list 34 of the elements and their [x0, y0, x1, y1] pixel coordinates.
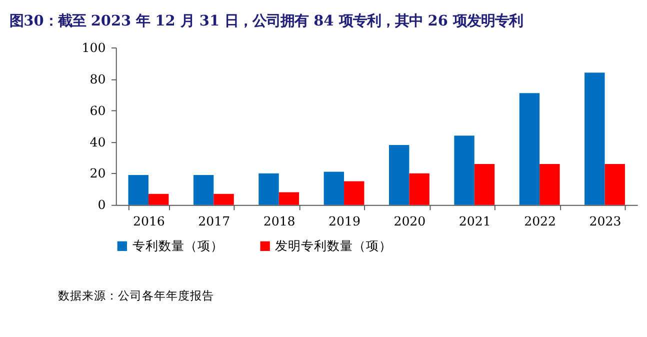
bar	[128, 174, 148, 205]
x-tick-label: 2016	[132, 214, 165, 229]
bar	[540, 164, 560, 205]
x-tick-label: 2020	[394, 214, 426, 229]
chart-title: 图30：截至 2023 年 12 月 31 日，公司拥有 84 项专利，其中 26 项发明专利	[10, 12, 523, 30]
y-tick-label: 60	[90, 102, 106, 118]
x-tick-label: 2023	[589, 214, 622, 229]
y-tick-label: 0	[98, 197, 106, 212]
bar	[604, 164, 625, 205]
x-tick-label: 2018	[263, 214, 296, 229]
source-note: 数据来源：公司各年年度报告	[58, 288, 214, 303]
bar	[584, 72, 605, 205]
x-tick-label: 2022	[524, 214, 556, 229]
y-tick-label: 40	[90, 134, 106, 150]
bar	[324, 172, 344, 205]
bar	[148, 194, 169, 205]
bar	[258, 173, 279, 205]
x-tick-label: 2017	[198, 214, 230, 229]
y-tick-label: 80	[90, 71, 106, 86]
y-tick-label: 100	[82, 40, 106, 55]
bar	[344, 181, 364, 205]
bar	[519, 93, 540, 205]
bar	[193, 174, 214, 205]
bar	[409, 173, 430, 205]
bar	[214, 194, 234, 205]
bar	[454, 136, 474, 205]
legend-label: 发明专利数量（项）	[275, 238, 392, 254]
y-tick-label: 20	[90, 166, 106, 181]
x-tick-label: 2021	[458, 214, 491, 229]
x-tick-label: 2019	[328, 214, 360, 229]
legend-label: 专利数量（项）	[132, 238, 224, 254]
bar	[474, 164, 495, 205]
bar	[388, 145, 410, 205]
bar	[278, 192, 300, 205]
